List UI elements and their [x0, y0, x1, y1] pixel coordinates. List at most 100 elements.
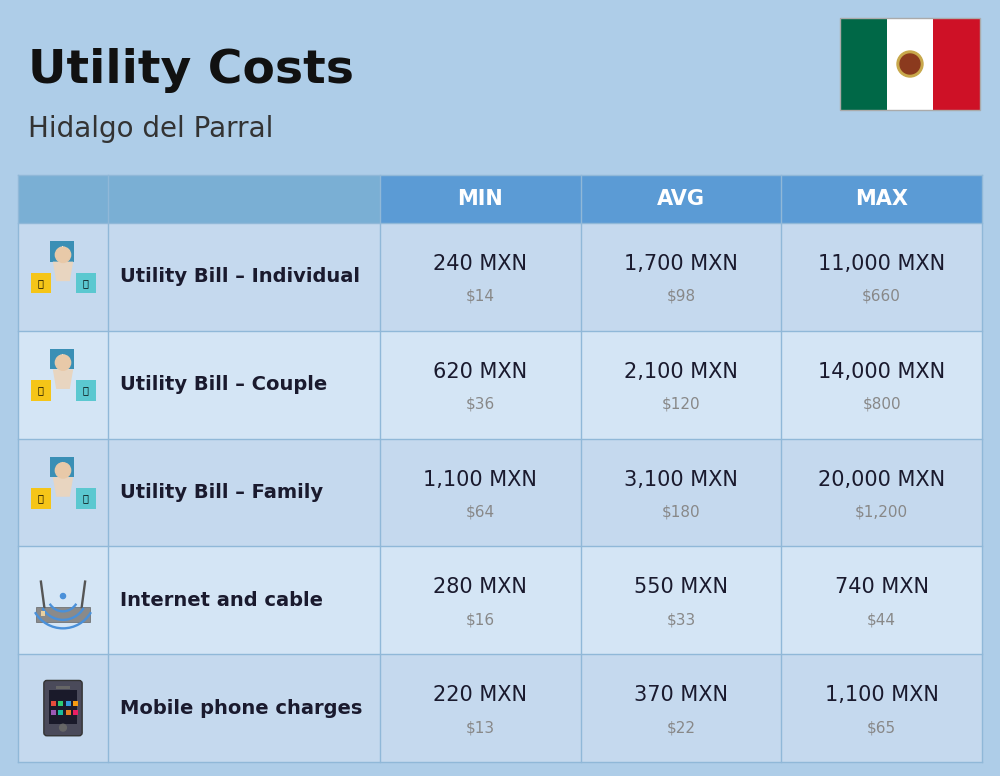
FancyBboxPatch shape — [108, 438, 380, 546]
Text: $800: $800 — [862, 397, 901, 411]
Text: 11,000 MXN: 11,000 MXN — [818, 254, 945, 274]
Text: $33: $33 — [666, 612, 696, 627]
FancyBboxPatch shape — [49, 690, 77, 724]
Text: Hidalgo del Parral: Hidalgo del Parral — [28, 115, 273, 143]
FancyBboxPatch shape — [380, 546, 581, 654]
FancyBboxPatch shape — [781, 223, 982, 331]
FancyBboxPatch shape — [51, 710, 56, 715]
FancyBboxPatch shape — [581, 654, 781, 762]
Text: 1,100 MXN: 1,100 MXN — [825, 685, 939, 705]
Text: $120: $120 — [662, 397, 700, 411]
FancyBboxPatch shape — [44, 681, 82, 736]
FancyBboxPatch shape — [76, 272, 96, 293]
FancyBboxPatch shape — [18, 546, 108, 654]
Text: Internet and cable: Internet and cable — [120, 591, 323, 610]
Text: 740 MXN: 740 MXN — [835, 577, 929, 598]
Text: $44: $44 — [867, 612, 896, 627]
FancyBboxPatch shape — [781, 654, 982, 762]
Text: 240 MXN: 240 MXN — [433, 254, 527, 274]
Text: $13: $13 — [466, 720, 495, 735]
Circle shape — [55, 355, 71, 370]
FancyBboxPatch shape — [581, 175, 781, 223]
Text: 3,100 MXN: 3,100 MXN — [624, 469, 738, 490]
FancyBboxPatch shape — [933, 18, 980, 110]
Polygon shape — [53, 477, 73, 497]
FancyBboxPatch shape — [31, 488, 51, 508]
FancyBboxPatch shape — [581, 331, 781, 438]
Text: 💧: 💧 — [83, 278, 89, 288]
FancyBboxPatch shape — [887, 18, 933, 110]
FancyBboxPatch shape — [18, 331, 108, 438]
Text: Utility Bill – Family: Utility Bill – Family — [120, 483, 323, 502]
FancyBboxPatch shape — [840, 18, 887, 110]
Text: 550 MXN: 550 MXN — [634, 577, 728, 598]
FancyBboxPatch shape — [73, 710, 78, 715]
FancyBboxPatch shape — [50, 241, 74, 262]
FancyBboxPatch shape — [380, 438, 581, 546]
Circle shape — [897, 51, 923, 77]
FancyBboxPatch shape — [781, 331, 982, 438]
FancyBboxPatch shape — [50, 349, 74, 369]
Circle shape — [55, 462, 71, 478]
Text: 🔌: 🔌 — [38, 278, 44, 288]
FancyBboxPatch shape — [108, 546, 380, 654]
Text: 💧: 💧 — [83, 494, 89, 504]
FancyBboxPatch shape — [581, 438, 781, 546]
FancyBboxPatch shape — [50, 457, 74, 477]
FancyBboxPatch shape — [36, 607, 90, 622]
Text: MAX: MAX — [855, 189, 908, 209]
Text: ⚙: ⚙ — [57, 353, 68, 365]
Circle shape — [900, 54, 920, 74]
FancyBboxPatch shape — [51, 702, 56, 706]
Text: 💧: 💧 — [83, 386, 89, 396]
FancyBboxPatch shape — [380, 175, 581, 223]
Text: $180: $180 — [662, 504, 700, 519]
Text: 370 MXN: 370 MXN — [634, 685, 728, 705]
FancyBboxPatch shape — [31, 272, 51, 293]
Text: 2,100 MXN: 2,100 MXN — [624, 362, 738, 382]
FancyBboxPatch shape — [56, 686, 70, 688]
FancyBboxPatch shape — [380, 223, 581, 331]
Text: $22: $22 — [666, 720, 696, 735]
Polygon shape — [53, 369, 73, 389]
FancyBboxPatch shape — [781, 546, 982, 654]
Text: $36: $36 — [466, 397, 495, 411]
Text: $98: $98 — [666, 289, 696, 303]
FancyBboxPatch shape — [18, 438, 108, 546]
Text: $1,200: $1,200 — [855, 504, 908, 519]
Circle shape — [60, 594, 66, 598]
FancyBboxPatch shape — [380, 331, 581, 438]
FancyBboxPatch shape — [76, 488, 96, 508]
FancyBboxPatch shape — [58, 710, 63, 715]
FancyBboxPatch shape — [108, 654, 380, 762]
Text: $64: $64 — [466, 504, 495, 519]
FancyBboxPatch shape — [781, 438, 982, 546]
Text: 280 MXN: 280 MXN — [433, 577, 527, 598]
FancyBboxPatch shape — [581, 546, 781, 654]
Text: Utility Bill – Couple: Utility Bill – Couple — [120, 376, 327, 394]
FancyBboxPatch shape — [108, 223, 380, 331]
Polygon shape — [53, 262, 73, 281]
FancyBboxPatch shape — [73, 702, 78, 706]
FancyBboxPatch shape — [66, 702, 71, 706]
Text: ⚙: ⚙ — [57, 245, 68, 258]
Circle shape — [55, 247, 71, 262]
FancyBboxPatch shape — [31, 380, 51, 401]
FancyBboxPatch shape — [66, 710, 71, 715]
Circle shape — [60, 724, 66, 731]
Text: MIN: MIN — [457, 189, 503, 209]
Text: AVG: AVG — [657, 189, 705, 209]
Text: ⚙: ⚙ — [57, 460, 68, 473]
Text: 🔌: 🔌 — [38, 386, 44, 396]
FancyBboxPatch shape — [18, 654, 108, 762]
Text: 1,100 MXN: 1,100 MXN — [423, 469, 537, 490]
Text: Utility Costs: Utility Costs — [28, 48, 354, 93]
Text: 220 MXN: 220 MXN — [433, 685, 527, 705]
Text: 1,700 MXN: 1,700 MXN — [624, 254, 738, 274]
Text: $14: $14 — [466, 289, 495, 303]
FancyBboxPatch shape — [380, 654, 581, 762]
Text: 620 MXN: 620 MXN — [433, 362, 527, 382]
FancyBboxPatch shape — [18, 223, 108, 331]
Text: Utility Bill – Individual: Utility Bill – Individual — [120, 268, 360, 286]
FancyBboxPatch shape — [781, 175, 982, 223]
